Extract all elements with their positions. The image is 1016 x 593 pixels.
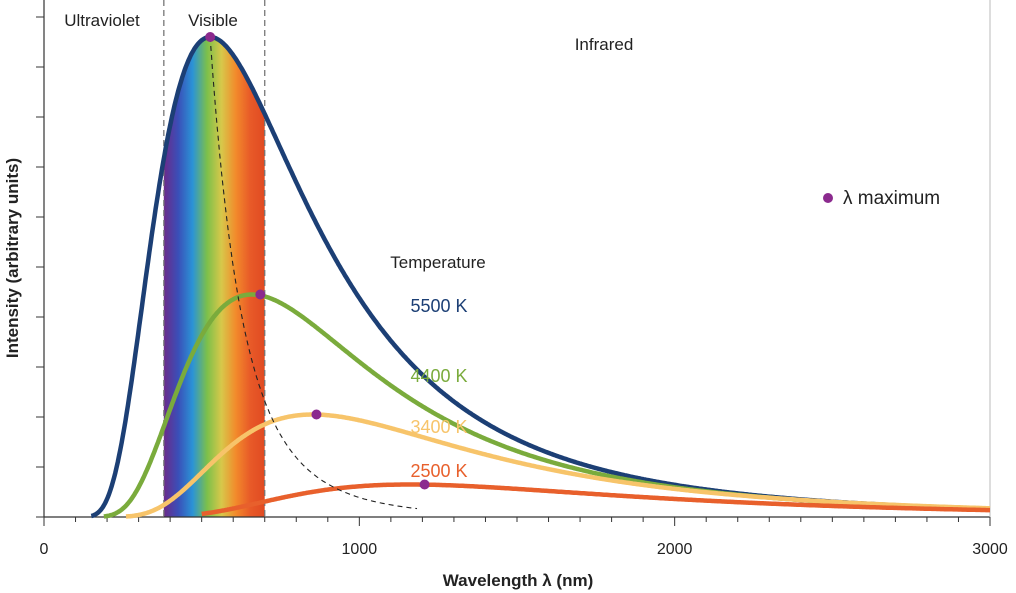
peak-marker-3400k bbox=[311, 409, 322, 420]
x-axis-title: Wavelength λ (nm) bbox=[443, 571, 594, 590]
region-label-visible: Visible bbox=[188, 11, 238, 30]
y-axis-title: Intensity (arbitrary units) bbox=[3, 158, 22, 358]
legend-marker-icon bbox=[823, 193, 833, 203]
region-label-infrared: Infrared bbox=[575, 35, 634, 54]
legend-marker-label: λ maximum bbox=[843, 188, 940, 209]
peak-markers bbox=[205, 32, 430, 510]
visible-spectrum-fill bbox=[163, 37, 265, 517]
curve-2500k bbox=[200, 482, 991, 517]
series-label-3400k: 3400 K bbox=[410, 417, 467, 437]
x-tick-label: 3000 bbox=[972, 541, 1008, 558]
visible-spectrum-band bbox=[163, 37, 265, 517]
curves bbox=[90, 34, 991, 519]
series-label-4400k: 4400 K bbox=[410, 366, 467, 386]
peak-marker-4400k bbox=[255, 289, 266, 300]
peak-marker-2500k bbox=[419, 479, 430, 490]
legend-title-temperature: Temperature bbox=[390, 253, 485, 272]
x-tick-label: 1000 bbox=[342, 541, 378, 558]
curve-3400k bbox=[124, 412, 991, 519]
region-label-ultraviolet: Ultraviolet bbox=[64, 11, 140, 30]
x-tick-label: 0 bbox=[40, 541, 49, 558]
axes bbox=[36, 0, 991, 526]
peak-marker-5500k bbox=[205, 32, 216, 42]
x-tick-label: 2000 bbox=[657, 541, 693, 558]
series-label-2500k: 2500 K bbox=[410, 461, 467, 481]
series-label-5500k: 5500 K bbox=[410, 296, 467, 316]
labels: 0 1000 2000 3000 Wavelength λ (nm) Intensity … bbox=[3, 11, 1008, 590]
